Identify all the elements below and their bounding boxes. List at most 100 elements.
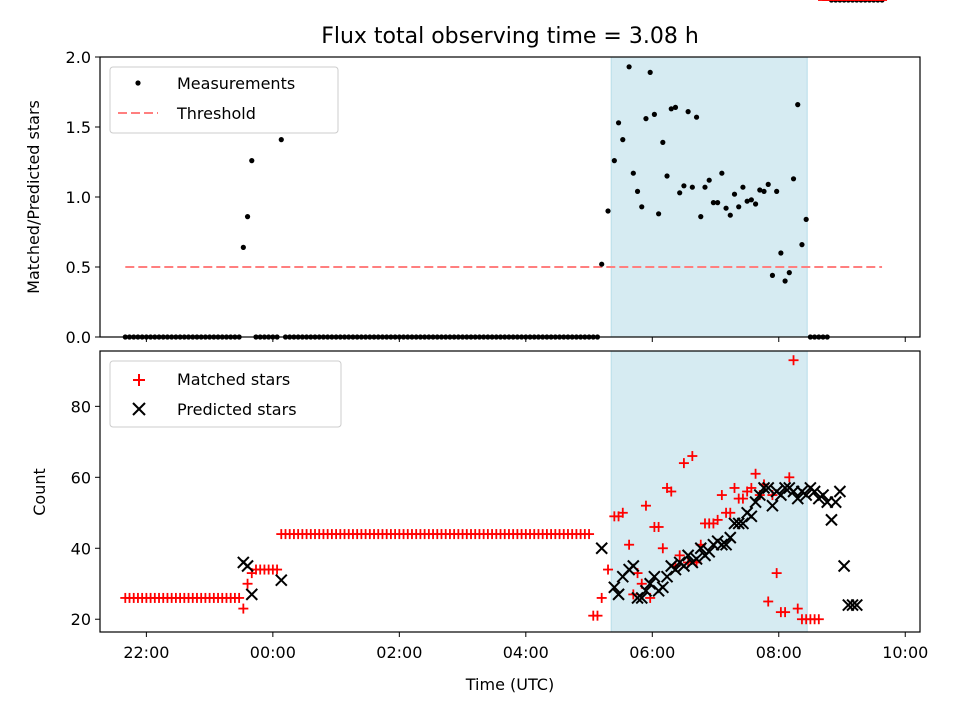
predicted-star-point	[762, 481, 775, 495]
bottom-y-axis-label: Count	[30, 468, 49, 516]
top-legend: Measurements Threshold	[109, 66, 339, 134]
measurement-point	[752, 201, 759, 207]
bottom-y-tick-label: 80	[71, 397, 91, 416]
measurement-point	[611, 158, 617, 164]
predicted-star-point	[791, 492, 804, 505]
measurement-point	[639, 204, 645, 210]
measurement-point	[664, 173, 670, 179]
matched-star-point	[666, 486, 677, 497]
predicted-star-point	[639, 584, 653, 598]
top-y-axis-label: Matched/Predicted stars	[24, 100, 43, 294]
matched-star-point	[624, 539, 635, 550]
measurement-point	[790, 176, 797, 182]
matched-star-point	[657, 543, 668, 554]
measurement-point	[702, 184, 708, 190]
measurement-point	[668, 106, 674, 112]
x-tick-label: 04:00	[503, 643, 549, 662]
measurement-point	[240, 244, 246, 250]
measurement-point	[693, 114, 700, 120]
predicted-star-point	[799, 488, 813, 502]
measurement-point	[620, 137, 626, 143]
measurement-point	[774, 188, 780, 194]
measurement-point	[647, 69, 653, 75]
matched-star-point	[603, 564, 614, 575]
legend-matched-label: Matched stars	[177, 370, 290, 389]
x-tick-label: 00:00	[250, 643, 296, 662]
predicted-star-point	[749, 495, 762, 509]
legend-predicted-marker	[132, 402, 146, 416]
measurement-point	[605, 208, 611, 214]
top-shaded-interval	[610, 56, 808, 338]
matched-star-point	[746, 482, 757, 493]
measurement-point	[736, 204, 742, 210]
measurement-point	[731, 191, 738, 197]
measurement-point	[719, 170, 725, 176]
predicted-star-point	[816, 488, 830, 502]
ratio-panel: 0.00.51.01.52.0 Matched/Predicted stars …	[24, 0, 921, 347]
legend-matched-marker	[133, 374, 145, 386]
predicted-star-point	[732, 517, 745, 530]
chart-title: Flux total observing time = 3.08 h	[321, 24, 699, 49]
bottom-axes-frame	[99, 350, 921, 633]
x-tick-label: 02:00	[376, 643, 422, 662]
bottom-y-tick-label: 20	[71, 610, 91, 629]
predicted-star-point	[766, 499, 779, 512]
measurement-point	[710, 200, 717, 206]
predicted-star-point	[681, 549, 695, 562]
predicted-star-point	[778, 481, 792, 495]
bottom-y-tick-label: 60	[71, 468, 91, 487]
matched-star-point	[813, 614, 824, 625]
measurement-point	[656, 211, 662, 217]
predicted-star-point	[608, 581, 621, 594]
measurement-point	[630, 170, 636, 176]
predicted-star-point	[627, 559, 640, 573]
measurement-point	[672, 104, 679, 110]
matched-star-point	[242, 578, 253, 589]
matched-star-point	[792, 603, 803, 614]
matched-star-point	[780, 607, 791, 618]
predicted-star-point	[837, 559, 851, 573]
measurement-point	[249, 158, 255, 164]
measurement-point	[761, 188, 767, 194]
measurement-point	[769, 272, 776, 278]
measurement-point	[715, 200, 721, 206]
measurement-point	[803, 216, 809, 222]
predicted-star-point	[694, 542, 707, 555]
predicted-star-point	[724, 531, 737, 544]
matched-star-point	[729, 482, 740, 493]
matched-star-point	[784, 472, 795, 483]
measurement-point	[782, 278, 788, 284]
measurement-point	[740, 184, 746, 190]
bottom-y-tick-label: 40	[71, 539, 91, 558]
predicted-star-point	[745, 510, 758, 523]
matched-star-point	[712, 514, 723, 525]
measurement-point	[626, 64, 632, 70]
predicted-star-point	[829, 495, 842, 509]
measurement-point	[795, 102, 801, 108]
matched-star-point	[674, 550, 685, 561]
measurement-point	[685, 109, 691, 115]
predicted-star-point	[275, 573, 288, 587]
predicted-star-point	[833, 485, 847, 498]
predicted-star-point	[757, 481, 771, 495]
predicted-star-point	[677, 559, 691, 573]
measurement-point	[778, 250, 784, 256]
predicted-star-point	[635, 591, 648, 605]
measurement-point	[765, 181, 771, 187]
measurement-point	[677, 190, 683, 196]
top-y-tick-label: 0.5	[66, 258, 91, 277]
matched-star-point	[678, 458, 689, 469]
bottom-legend: Matched stars Predicted stars	[109, 360, 342, 428]
matched-star-point	[592, 610, 603, 621]
measurement-point	[651, 111, 657, 117]
predicted-star-point	[648, 570, 661, 583]
matched-star-point	[771, 568, 782, 579]
matched-star-point	[238, 603, 249, 614]
measurement-point	[748, 197, 754, 203]
measurement-point	[786, 270, 792, 276]
predicted-star-point	[690, 552, 703, 566]
top-y-tick-label: 2.0	[66, 48, 91, 67]
measurement-point	[689, 184, 695, 190]
legend-measurements-marker	[135, 80, 141, 86]
matched-star-point	[737, 493, 748, 504]
